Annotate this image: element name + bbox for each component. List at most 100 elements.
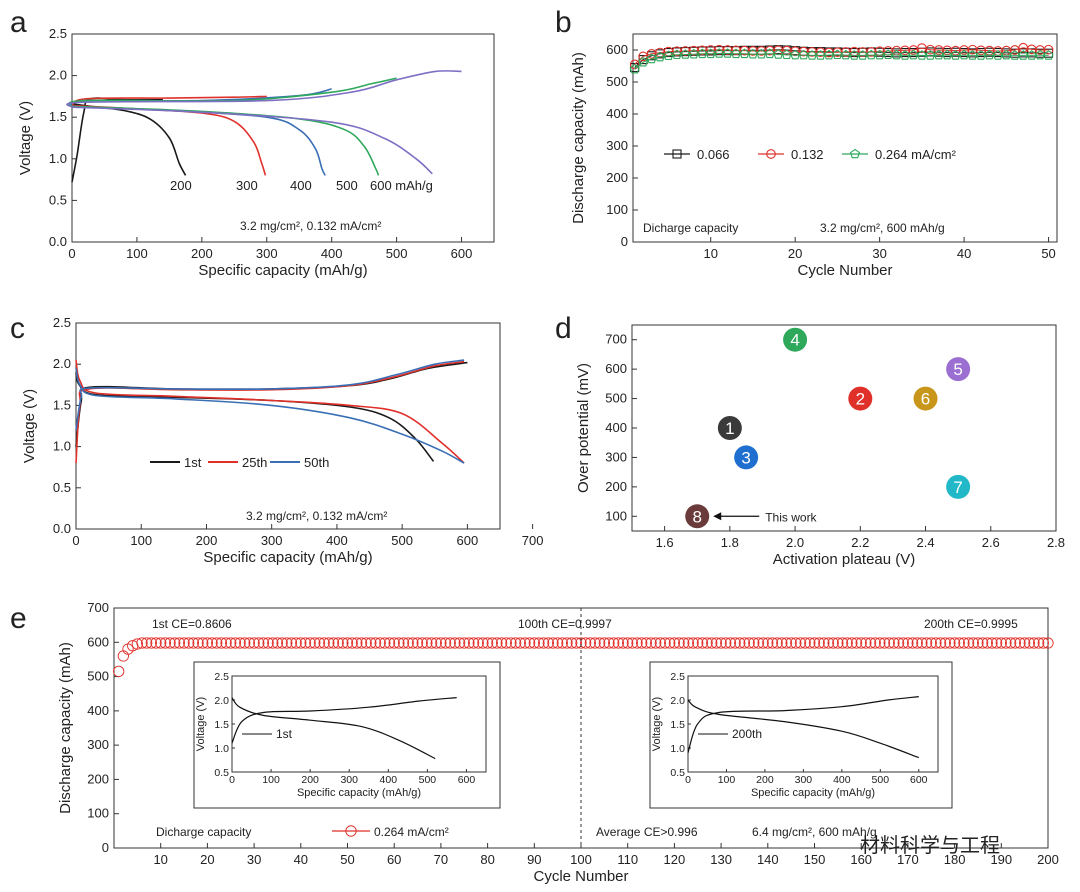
x-tick-label: 50 [340, 852, 354, 867]
capacity-point [290, 637, 302, 649]
y-tick-label: 100 [87, 806, 109, 821]
y-tick-label: 0.5 [670, 767, 685, 779]
discharge-curve-1 [71, 104, 267, 176]
watermark-text: 材料科学与工程 [860, 834, 1000, 857]
ref-point-2 [848, 386, 873, 411]
x-tick-label: 20 [200, 852, 214, 867]
capacity-point [533, 637, 545, 649]
inset-y-axis-label: Voltage (V) [651, 697, 663, 751]
x-tick-label: 400 [321, 246, 343, 261]
capacity-point [346, 637, 358, 649]
x-tick-label: 500 [391, 533, 413, 548]
capacity-point [215, 637, 228, 649]
y-tick-label: 1.0 [670, 743, 685, 755]
capacity-point [972, 637, 984, 649]
capacity-point [799, 637, 811, 649]
y-tick-label: 500 [606, 74, 628, 89]
x-tick-label: 0 [72, 533, 79, 548]
capacity-point [519, 637, 531, 649]
y-tick-label: 600 [605, 361, 627, 376]
capacity-point [594, 637, 606, 649]
capacity-point [141, 637, 153, 649]
capacity-point [253, 637, 265, 649]
capacity-point [818, 637, 830, 649]
x-tick-label: 160 [850, 852, 872, 867]
y-tick-label: 2.0 [49, 68, 67, 83]
capacity-point [962, 637, 975, 649]
capacity-point [150, 637, 162, 649]
y-tick-label: 700 [87, 600, 109, 615]
x-tick-label: 70 [434, 852, 448, 867]
capacity-point [285, 637, 298, 649]
x-tick-label: 170 [897, 852, 919, 867]
inset-y-axis-label: Voltage (V) [195, 697, 207, 751]
ref-point-1 [717, 416, 742, 440]
legend-label: 25th [242, 455, 267, 470]
capacity-point [173, 637, 186, 649]
capacity-point [313, 637, 326, 649]
this-work-label: This work [765, 510, 817, 524]
x-tick-label: 200 [191, 246, 213, 261]
capacity-point [668, 637, 681, 649]
capacity-point [948, 637, 961, 649]
y-tick-label: 100 [605, 508, 627, 523]
ref-point-4 [783, 327, 808, 352]
inset-x-axis-label: Specific capacity (mAh/g) [297, 787, 421, 799]
ref-point-label: 7 [953, 478, 962, 497]
ref-point-label: 6 [921, 390, 930, 409]
capacity-point [159, 637, 172, 649]
capacity-point [463, 637, 475, 649]
capacity-point [626, 637, 639, 649]
inset-discharge-curve [231, 697, 436, 760]
capacity-point [491, 637, 503, 649]
capacity-point [192, 637, 204, 649]
y-tick-label: 0 [621, 234, 628, 249]
ref-point-5 [946, 357, 971, 382]
marker-pentagon [731, 48, 742, 59]
capacity-point [369, 637, 382, 649]
capacity-point [561, 637, 573, 649]
capacity-point [355, 637, 368, 649]
capacity-point [229, 637, 242, 649]
panel-letter-b: b [555, 6, 572, 39]
capacity-point [481, 637, 494, 649]
ref-point-label: 4 [790, 331, 799, 350]
capacity-point [645, 637, 657, 649]
capacity-point [603, 637, 615, 649]
marker-pentagon [697, 48, 708, 59]
inset-1: 0 100 200 300 400 500 600 0.5 1.0 1.5 2.0 2.5 Specif… [649, 661, 953, 809]
inset-frame [193, 661, 501, 809]
capacity-point [467, 637, 480, 649]
capacity-point [1004, 637, 1017, 649]
x-tick-label: 600 [451, 246, 473, 261]
panel-e: 10 20 30 40 50 60 70 80 90 100 110 120 130 140 150 160 1… [57, 600, 1059, 885]
y-tick-label: 400 [605, 420, 627, 435]
capacity-point [860, 637, 872, 649]
capacity-point [421, 637, 433, 649]
capacity-point [187, 637, 200, 649]
panel-c: 0 100 200 300 400 500 600 700 0.0 0.5 1.0 1.5 2.0 2.5… [21, 315, 543, 566]
capacity-point [995, 637, 1007, 649]
capacity-point [1042, 637, 1054, 649]
capacity-point [1019, 637, 1031, 649]
capacity-point [706, 637, 718, 649]
ref-point-8 [685, 504, 710, 529]
marker-pentagon [1009, 50, 1020, 60]
capacity-point [659, 637, 671, 649]
y-tick-label: 500 [87, 669, 109, 684]
capacity-point [523, 637, 536, 649]
x-tick-label: 1.6 [656, 535, 674, 550]
capacity-point [453, 637, 466, 649]
capacity-point [724, 637, 737, 649]
capacity-point [953, 637, 965, 649]
capacity-point [934, 637, 947, 649]
capacity-point [411, 637, 424, 649]
ref-point-label: 8 [692, 507, 701, 526]
capacity-point [654, 637, 667, 649]
capacity-point [402, 637, 414, 649]
capacity-point [341, 637, 354, 649]
capacity-point [780, 637, 793, 649]
legend-label: 50th [304, 455, 329, 470]
x-tick-label: 100 [718, 774, 736, 786]
ce-label-200th: 200th CE=0.9995 [924, 617, 1018, 631]
